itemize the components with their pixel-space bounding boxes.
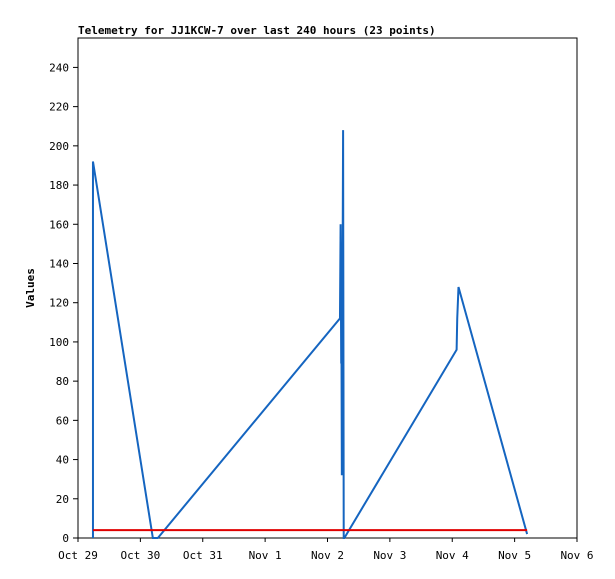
- x-tick-label: Oct 29: [58, 549, 98, 562]
- y-tick-label: 160: [49, 218, 69, 231]
- plot-area: [77, 37, 578, 539]
- x-tick-label: Nov 4: [436, 549, 469, 562]
- y-tick-label: 120: [49, 297, 69, 310]
- x-tick-label: Oct 30: [121, 549, 161, 562]
- x-tick-label: Nov 3: [373, 549, 406, 562]
- y-tick-label: 180: [49, 179, 69, 192]
- x-tick-label: Nov 5: [498, 549, 531, 562]
- x-tick-label: Oct 31: [183, 549, 223, 562]
- y-tick-label: 100: [49, 336, 69, 349]
- y-tick-label: 60: [56, 414, 69, 427]
- y-tick-label: 200: [49, 140, 69, 153]
- y-tick-label: 240: [49, 61, 69, 74]
- y-tick-label: 80: [56, 375, 69, 388]
- y-tick-label: 0: [62, 532, 69, 545]
- x-tick-label: Nov 6: [560, 549, 593, 562]
- y-tick-label: 40: [56, 454, 69, 467]
- y-axis-label: Values: [24, 268, 37, 308]
- line: [91, 130, 529, 539]
- y-tick-label: 20: [56, 493, 69, 506]
- chart-title: Telemetry for JJ1KCW-7 over last 240 hou…: [78, 24, 436, 37]
- y-tick-label: 220: [49, 101, 69, 114]
- x-tick-label: Nov 1: [249, 549, 282, 562]
- x-tick-label: Nov 2: [311, 549, 344, 562]
- y-tick-label: 140: [49, 257, 69, 270]
